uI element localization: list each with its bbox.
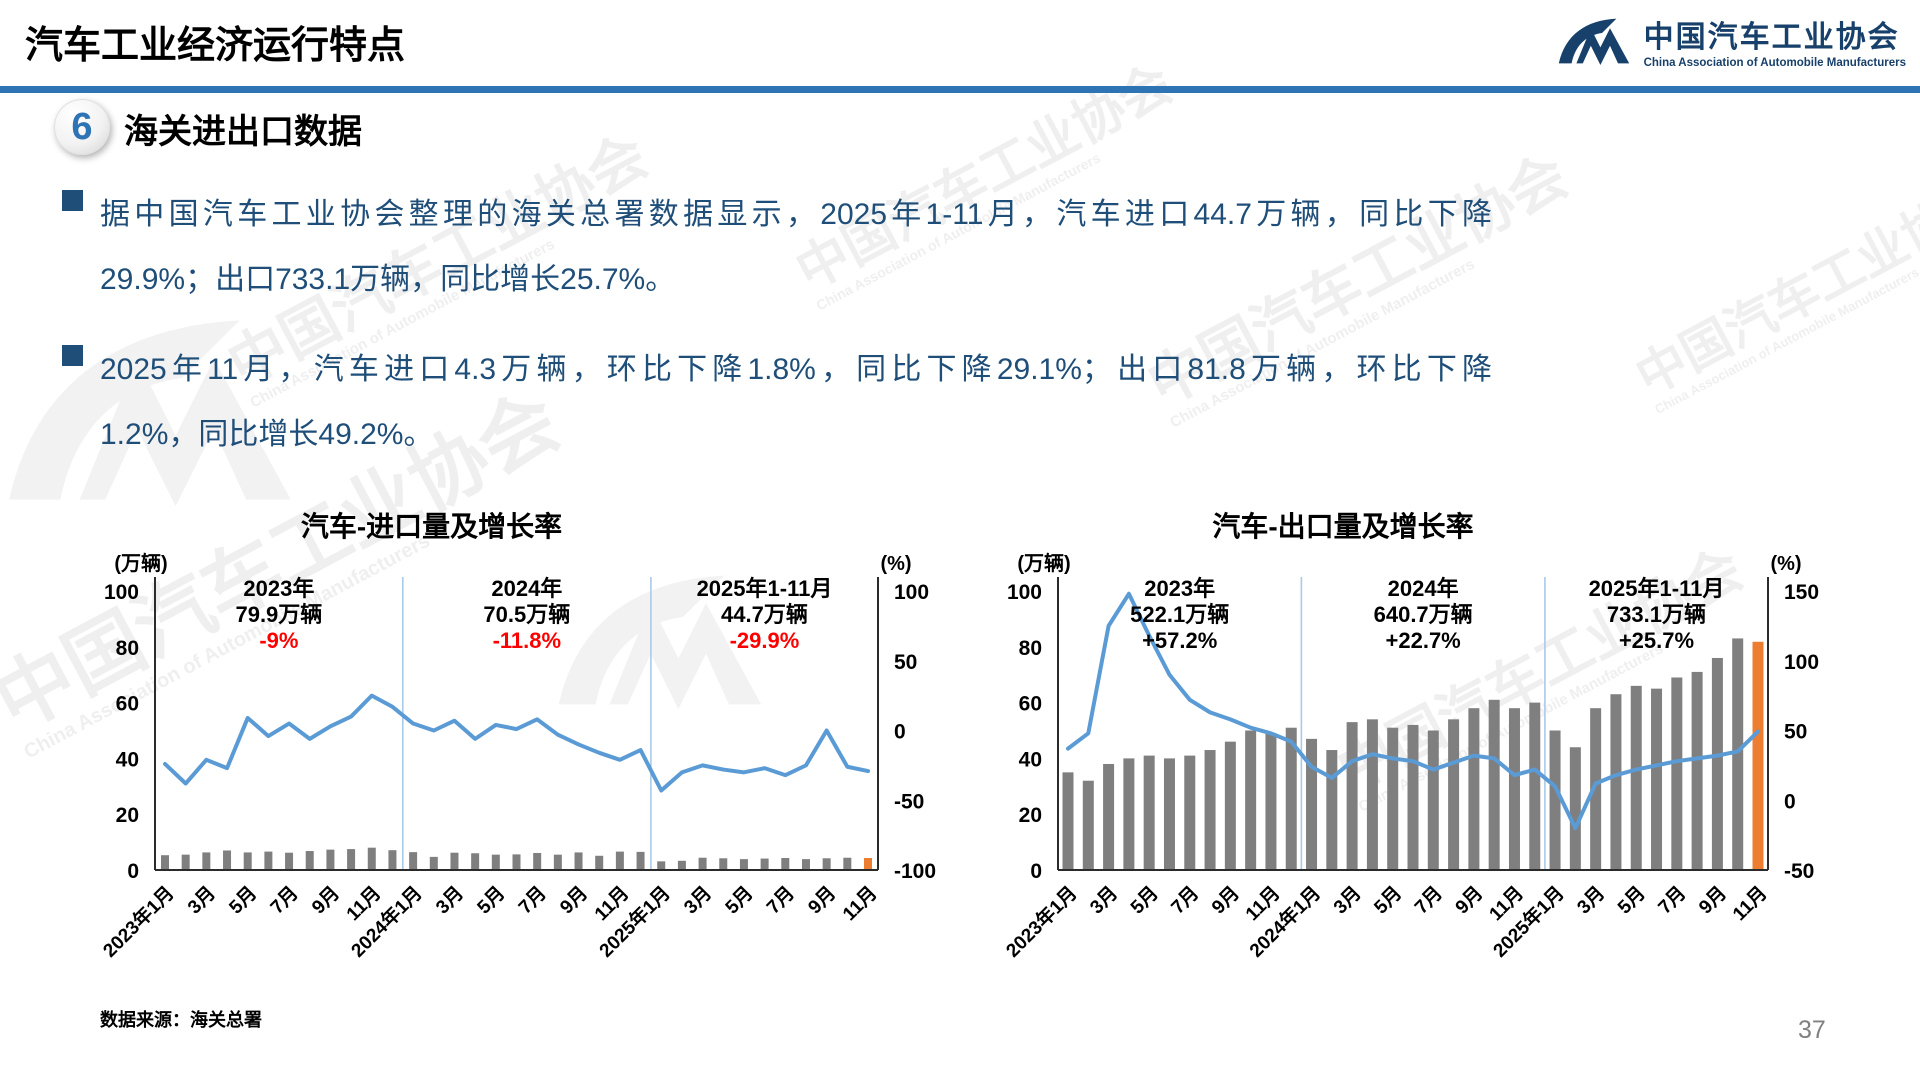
svg-text:3月: 3月 [680,883,716,919]
svg-text:40: 40 [1019,748,1042,771]
svg-text:-29.9%: -29.9% [730,628,800,653]
svg-text:0: 0 [127,860,139,883]
svg-text:60: 60 [116,693,139,716]
bullet-text-line: 29.9%；出口733.1万辆，同比增长25.7%。 [100,263,676,296]
org-logo: 中国汽车工业协会 China Association of Automobile… [1554,12,1906,69]
svg-text:80: 80 [1019,637,1042,660]
bullet-item: 2025年11月，汽车进口4.3万辆，环比下降1.8%，同比下降29.1%；出口… [62,337,1492,467]
svg-text:0: 0 [894,721,906,744]
section-title: 海关进出口数据 [124,113,362,151]
svg-text:9月: 9月 [1208,883,1244,919]
svg-text:5月: 5月 [1127,883,1163,919]
svg-text:3月: 3月 [1330,883,1366,919]
bullet-text-line: 1.2%，同比增长49.2%。 [100,418,434,451]
svg-text:2024年: 2024年 [491,576,562,601]
svg-text:7月: 7月 [1655,883,1691,919]
svg-text:150: 150 [1784,581,1819,604]
svg-text:7月: 7月 [267,883,303,919]
logo-name-en: China Association of Automobile Manufact… [1643,57,1906,69]
svg-text:522.1万辆: 522.1万辆 [1130,602,1229,627]
svg-text:20: 20 [1019,804,1042,827]
svg-text:50: 50 [1784,721,1807,744]
svg-text:79.9万辆: 79.9万辆 [235,602,322,627]
svg-text:7月: 7月 [1411,883,1447,919]
svg-text:(万辆): (万辆) [1017,551,1070,575]
svg-text:9月: 9月 [804,883,840,919]
svg-text:(万辆): (万辆) [114,551,167,575]
bullet-text-line: 据中国汽车工业协会整理的海关总署数据显示，2025年1-11月，汽车进口44.7… [100,198,1492,231]
svg-text:2023年: 2023年 [1144,576,1215,601]
svg-text:+57.2%: +57.2% [1142,628,1217,653]
svg-text:-9%: -9% [259,628,298,653]
svg-text:3月: 3月 [184,883,220,919]
svg-text:2024年: 2024年 [1388,576,1459,601]
svg-text:733.1万辆: 733.1万辆 [1607,602,1706,627]
svg-text:9月: 9月 [1452,883,1488,919]
svg-text:2023年: 2023年 [243,576,314,601]
svg-text:50: 50 [894,651,917,674]
logo-name-cn: 中国汽车工业协会 [1643,21,1900,54]
svg-text:-100: -100 [894,860,936,883]
svg-text:7月: 7月 [763,883,799,919]
svg-text:100: 100 [894,581,929,604]
svg-text:9月: 9月 [1695,883,1731,919]
svg-text:11月: 11月 [1729,883,1771,925]
svg-text:-11.8%: -11.8% [493,628,562,653]
svg-text:2025年1-11月: 2025年1-11月 [1589,576,1725,601]
svg-text:70.5万辆: 70.5万辆 [483,602,570,627]
svg-text:44.7万辆: 44.7万辆 [721,602,808,627]
svg-text:5月: 5月 [1614,883,1650,919]
svg-text:3月: 3月 [1573,883,1609,919]
svg-text:+22.7%: +22.7% [1386,628,1461,653]
data-source-note: 数据来源：海关总署 [100,1010,262,1030]
caam-logo-icon [1558,18,1629,65]
svg-text:5月: 5月 [722,883,758,919]
svg-text:0: 0 [1030,860,1042,883]
svg-text:11月: 11月 [839,883,881,925]
svg-text:640.7万辆: 640.7万辆 [1374,602,1473,627]
page-number: 37 [1798,1016,1826,1044]
svg-text:3月: 3月 [432,883,468,919]
svg-text:100: 100 [1007,581,1042,604]
svg-text:-50: -50 [894,790,924,813]
bullet-square-icon [62,190,83,211]
svg-text:20: 20 [116,804,139,827]
svg-text:7月: 7月 [1168,883,1204,919]
svg-text:9月: 9月 [556,883,592,919]
svg-text:60: 60 [1019,693,1042,716]
svg-text:2023年1月: 2023年1月 [98,881,178,961]
svg-text:40: 40 [116,748,139,771]
section-number-badge: 6 [54,99,110,155]
svg-text:5月: 5月 [474,883,510,919]
svg-text:100: 100 [1784,651,1819,674]
svg-text:(%): (%) [1770,553,1801,575]
svg-text:5月: 5月 [1370,883,1406,919]
svg-text:汽车-进口量及增长率: 汽车-进口量及增长率 [301,510,562,542]
page-title: 汽车工业经济运行特点 [25,25,406,67]
svg-text:3月: 3月 [1086,883,1122,919]
svg-text:-50: -50 [1784,860,1814,883]
header-divider [0,86,1920,93]
bullet-list: 据中国汽车工业协会整理的海关总署数据显示，2025年1-11月，汽车进口44.7… [62,182,1492,492]
svg-text:5月: 5月 [225,883,261,919]
svg-text:0: 0 [1784,790,1796,813]
svg-text:(%): (%) [880,553,911,575]
svg-text:80: 80 [116,637,139,660]
bullet-text-line: 2025年11月，汽车进口4.3万辆，环比下降1.8%，同比下降29.1%；出口… [100,353,1492,386]
svg-text:100: 100 [104,581,139,604]
svg-text:7月: 7月 [515,883,551,919]
svg-text:2025年1-11月: 2025年1-11月 [697,576,833,601]
bullet-square-icon [62,345,83,366]
svg-text:2023年1月: 2023年1月 [1001,881,1081,961]
svg-text:汽车-出口量及增长率: 汽车-出口量及增长率 [1212,510,1473,542]
svg-text:9月: 9月 [308,883,344,919]
bullet-item: 据中国汽车工业协会整理的海关总署数据显示，2025年1-11月，汽车进口44.7… [62,182,1492,312]
svg-text:+25.7%: +25.7% [1619,628,1694,653]
